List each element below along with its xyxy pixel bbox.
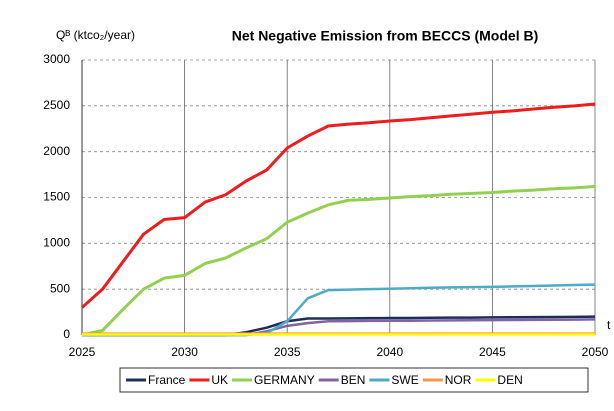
y-tick-label: 1000 [43, 236, 70, 250]
y-axis-label: Qᴮ (ktco₂/year) [56, 28, 135, 42]
x-tick-label: 2025 [69, 345, 96, 359]
chart-title: Net Negative Emission from BECCS (Model … [232, 28, 539, 44]
y-tick-label: 3000 [43, 52, 70, 66]
x-tick-label: 2035 [274, 345, 301, 359]
series-line [81, 185, 596, 337]
legend-label: DEN [497, 373, 522, 387]
legend-label: France [148, 373, 186, 387]
x-tick-label: 2030 [171, 345, 198, 359]
legend-label: UK [211, 373, 228, 387]
y-tick-label: 2500 [43, 98, 70, 112]
legend-label: NOR [445, 373, 472, 387]
legend-label: SWE [391, 373, 418, 387]
y-tick-label: 500 [50, 281, 70, 295]
series-line [81, 102, 596, 309]
legend-label: BEN [341, 373, 366, 387]
y-tick-label: 1500 [43, 190, 70, 204]
legend-label: GERMANY [254, 373, 315, 387]
legend-box [119, 367, 589, 393]
x-axis-label: t [607, 318, 611, 332]
y-tick-label: 2000 [43, 144, 70, 158]
x-tick-label: 2050 [582, 345, 609, 359]
series-line [82, 283, 596, 337]
x-tick-label: 2045 [479, 345, 506, 359]
y-tick-label: 0 [63, 327, 70, 341]
x-tick-label: 2040 [376, 345, 403, 359]
